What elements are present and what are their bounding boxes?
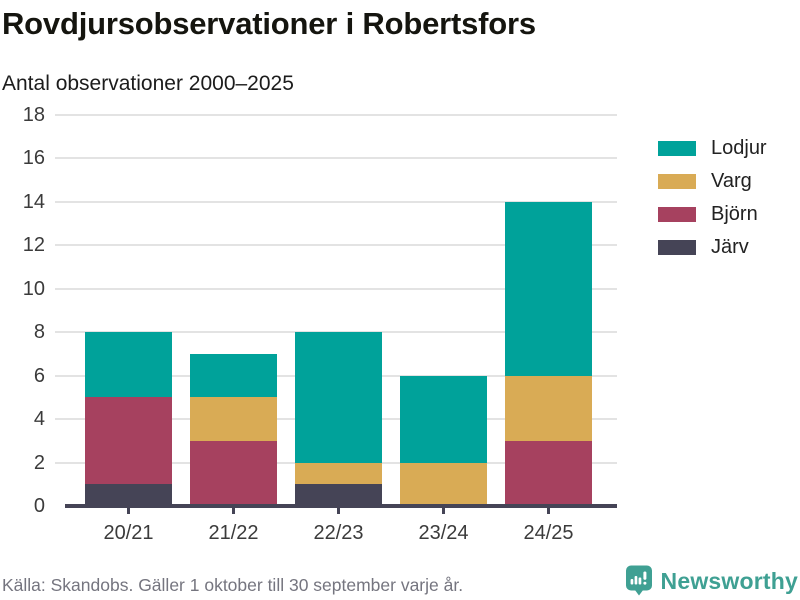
source-note: Källa: Skandobs. Gäller 1 oktober till 3…	[2, 575, 464, 595]
x-axis-tick-label: 23/24	[418, 522, 469, 544]
legend-label: Järv	[711, 236, 749, 258]
newsworthy-logo[interactable]: Newsworthy	[625, 564, 798, 598]
chart-subtitle: Antal observationer 2000–2025	[2, 72, 294, 95]
gridline	[55, 157, 617, 160]
chart-title: Rovdjursobservationer i Robertsfors	[2, 6, 536, 41]
gridline	[55, 244, 617, 247]
x-axis-tick-label: 21/22	[208, 522, 259, 544]
legend: Lodjur Varg Björn Järv	[658, 132, 767, 264]
y-axis-tick-label: 2	[33, 451, 45, 474]
x-axis-tick-label: 22/23	[313, 522, 364, 544]
x-axis-tick	[127, 506, 130, 514]
bar-segment-lodjur-21-22	[190, 353, 277, 398]
y-axis-tick-label: 16	[22, 147, 45, 170]
x-axis-tick	[442, 506, 445, 514]
gridline	[55, 114, 617, 116]
legend-swatch-lodjur	[658, 141, 696, 156]
bar-segment-varg-23-24	[400, 462, 487, 506]
y-axis-tick-label: 8	[33, 321, 45, 344]
legend-swatch-björn	[658, 207, 696, 222]
bar-segment-björn-20-21	[85, 397, 172, 485]
bar-segment-lodjur-24-25	[505, 201, 592, 376]
legend-label: Lodjur	[711, 137, 767, 159]
x-axis-tick-label: 24/25	[523, 522, 574, 544]
x-axis-line	[65, 504, 617, 508]
bar-segment-varg-21-22	[190, 397, 277, 441]
y-axis-tick-label: 6	[33, 364, 45, 387]
bar-segment-varg-22-23	[295, 462, 382, 485]
bar-segment-lodjur-20-21	[85, 332, 172, 398]
legend-label: Varg	[711, 170, 752, 192]
gridline	[55, 200, 617, 203]
x-axis-tick-label: 20/21	[103, 522, 154, 544]
legend-item-järv: Järv	[658, 231, 767, 264]
y-axis-tick-label: 0	[33, 495, 45, 517]
gridline	[55, 287, 617, 290]
newsworthy-wordmark: Newsworthy	[660, 567, 798, 594]
y-axis-tick-label: 12	[22, 234, 45, 257]
y-axis-tick-label: 14	[22, 190, 45, 213]
bar-segment-varg-24-25	[505, 375, 592, 441]
bar-segment-björn-24-25	[505, 440, 592, 506]
bar-segment-järv-22-23	[295, 484, 382, 506]
x-axis-tick	[337, 506, 340, 514]
legend-swatch-varg	[658, 174, 696, 189]
bar-segment-lodjur-23-24	[400, 375, 487, 463]
x-axis-tick	[547, 506, 550, 514]
y-axis-tick-label: 4	[33, 408, 45, 431]
legend-item-lodjur: Lodjur	[658, 132, 767, 165]
bar-segment-lodjur-22-23	[295, 332, 382, 463]
bar-segment-järv-20-21	[85, 484, 172, 506]
y-axis-tick-label: 10	[22, 277, 45, 300]
legend-item-varg: Varg	[658, 165, 767, 198]
bar-segment-björn-21-22	[190, 440, 277, 506]
legend-item-björn: Björn	[658, 198, 767, 231]
newsworthy-bubble-icon	[625, 565, 652, 596]
x-axis-tick	[232, 506, 235, 514]
y-axis-tick-label: 18	[22, 104, 45, 126]
legend-swatch-järv	[658, 240, 696, 255]
legend-label: Björn	[711, 203, 758, 225]
